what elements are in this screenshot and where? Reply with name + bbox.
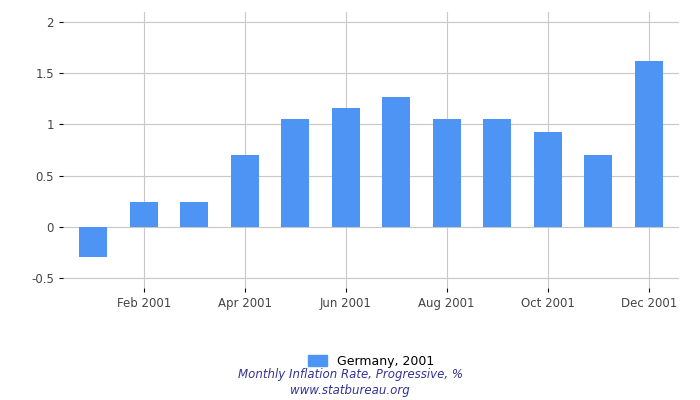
Bar [433, 119, 461, 227]
Text: www.statbureau.org: www.statbureau.org [290, 384, 410, 397]
Bar [79, 227, 107, 257]
Bar [635, 61, 663, 227]
Bar [483, 119, 511, 227]
Bar [281, 119, 309, 227]
Bar [332, 108, 360, 227]
Bar [534, 132, 561, 227]
Bar [231, 155, 259, 227]
Bar [130, 202, 158, 227]
Bar [584, 155, 612, 227]
Bar [181, 202, 208, 227]
Bar [382, 97, 410, 227]
Legend: Germany, 2001: Germany, 2001 [303, 350, 439, 373]
Text: Monthly Inflation Rate, Progressive, %: Monthly Inflation Rate, Progressive, % [237, 368, 463, 381]
